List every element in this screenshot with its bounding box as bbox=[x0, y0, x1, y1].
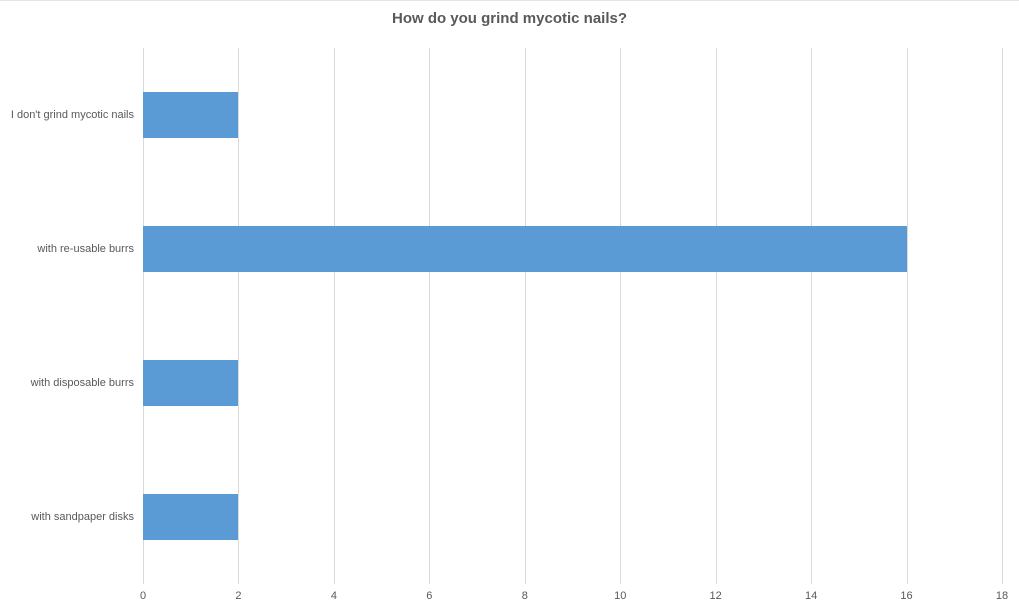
x-tick-label: 18 bbox=[995, 590, 1009, 602]
bar bbox=[143, 92, 239, 138]
gridline-x-6 bbox=[429, 48, 431, 584]
chart-title: How do you grind mycotic nails? bbox=[391, 10, 628, 27]
x-tick-label: 2 bbox=[235, 590, 242, 602]
gridline-x-2 bbox=[238, 48, 240, 584]
x-tick-label: 4 bbox=[330, 590, 337, 602]
gridline-x-18 bbox=[1002, 48, 1003, 584]
x-tick-label: 14 bbox=[804, 590, 818, 602]
gridline-x-0 bbox=[143, 48, 144, 584]
category-label: with sandpaper disks bbox=[31, 511, 134, 523]
x-tick-label: 8 bbox=[521, 590, 528, 602]
gridline-x-4 bbox=[333, 48, 335, 584]
category-label: with disposable burrs bbox=[30, 377, 134, 389]
plot-area bbox=[143, 48, 1003, 584]
x-tick-label: 16 bbox=[900, 590, 913, 602]
category-label: I don't grind mycotic nails bbox=[10, 109, 134, 121]
bar bbox=[143, 226, 907, 272]
bar bbox=[143, 360, 239, 406]
x-tick-label: 0 bbox=[139, 590, 147, 602]
category-label: with re-usable burrs bbox=[37, 243, 134, 255]
x-tick-label: 6 bbox=[426, 590, 433, 602]
gridline-x-10 bbox=[620, 48, 622, 584]
gridline-x-16 bbox=[906, 48, 908, 584]
gridline-x-8 bbox=[524, 48, 526, 584]
x-tick-label: 10 bbox=[614, 590, 627, 602]
x-tick-label: 12 bbox=[709, 590, 722, 602]
gridline-x-12 bbox=[715, 48, 717, 584]
gridline-x-14 bbox=[811, 48, 813, 584]
bar bbox=[143, 494, 239, 540]
